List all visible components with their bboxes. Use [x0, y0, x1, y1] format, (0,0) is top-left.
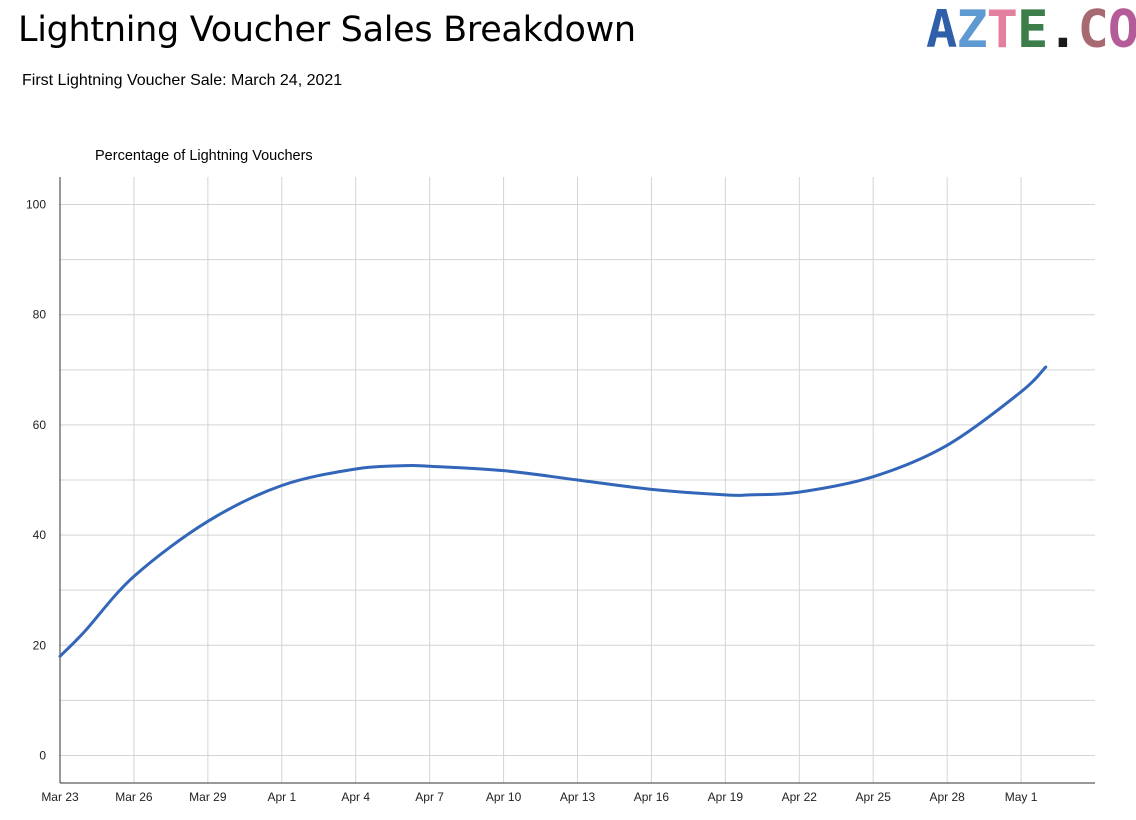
- y-axis-title: Percentage of Lightning Vouchers: [95, 148, 313, 164]
- first-sale-subtitle: First Lightning Voucher Sale: March 24, …: [22, 72, 343, 89]
- x-tick-label: Apr 13: [560, 790, 596, 804]
- x-tick-label: Apr 16: [634, 790, 670, 804]
- logo-letter: C: [1077, 0, 1109, 60]
- x-tick-label: Mar 26: [115, 790, 153, 804]
- y-tick-label: 0: [39, 748, 46, 762]
- x-tick-label: Apr 7: [415, 790, 444, 804]
- x-tick-label: Apr 1: [267, 790, 296, 804]
- x-tick-label: Mar 23: [41, 790, 79, 804]
- x-tick-label: Apr 25: [856, 790, 892, 804]
- y-tick-label: 80: [33, 308, 47, 322]
- x-tick-label: Apr 10: [486, 790, 522, 804]
- azte-co-logo: AZTE.CO: [926, 2, 1136, 58]
- y-tick-label: 60: [33, 418, 47, 432]
- chart-series: [58, 365, 1048, 658]
- y-tick-label: 100: [26, 198, 46, 212]
- x-tick-label: Mar 29: [189, 790, 227, 804]
- x-tick-label: Apr 19: [708, 790, 744, 804]
- x-tick-label: Apr 28: [929, 790, 965, 804]
- x-tick-label: May 1: [1005, 790, 1038, 804]
- logo-letter: T: [986, 0, 1018, 60]
- logo-letter: A: [926, 0, 957, 60]
- logo-letter: .: [1047, 0, 1078, 60]
- x-tick-label: Apr 22: [782, 790, 818, 804]
- x-tick-label: Apr 4: [341, 790, 370, 804]
- page-title: Lightning Voucher Sales Breakdown: [18, 10, 636, 50]
- chart-tick-labels: 0 20 40 60 80 100 Mar 23 Mar 26 Mar 29 Apr 1 Apr 4…: [26, 198, 1038, 804]
- logo-letter: O: [1107, 0, 1136, 60]
- logo-letter: E: [1016, 0, 1048, 60]
- chart-axes: [59, 177, 1095, 784]
- y-tick-label: 20: [33, 638, 47, 652]
- y-tick-label: 40: [33, 528, 47, 542]
- logo-letter: Z: [956, 0, 987, 60]
- series-line: [58, 365, 1048, 658]
